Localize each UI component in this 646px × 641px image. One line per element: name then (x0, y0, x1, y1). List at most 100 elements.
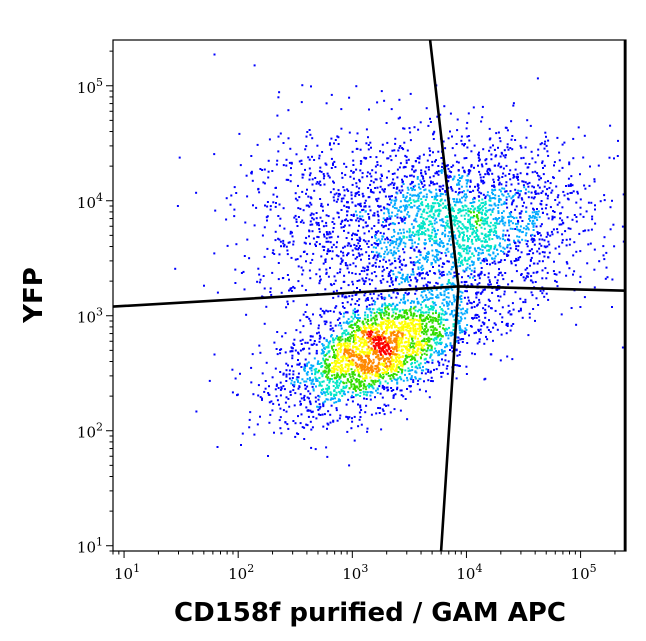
data-point (420, 272, 423, 275)
data-point (409, 236, 412, 239)
data-point (511, 148, 514, 151)
data-point (291, 357, 294, 360)
data-point (535, 210, 538, 213)
data-point (343, 224, 346, 227)
data-point (376, 255, 379, 258)
data-point (392, 323, 395, 325)
data-point (484, 308, 487, 311)
data-point (489, 169, 492, 172)
data-point (531, 157, 534, 160)
data-point (569, 192, 572, 194)
data-point (524, 301, 527, 304)
data-point (391, 314, 394, 317)
data-point (288, 289, 290, 292)
data-point (497, 261, 500, 264)
data-point (486, 338, 489, 341)
data-point (297, 351, 299, 354)
data-point (435, 317, 438, 320)
data-point (341, 394, 344, 397)
data-point (297, 216, 300, 218)
data-point (428, 339, 431, 342)
data-point (474, 231, 477, 234)
data-point (299, 422, 302, 425)
data-point (322, 209, 324, 212)
data-point (444, 310, 447, 313)
data-point (460, 261, 462, 264)
data-point (282, 239, 285, 242)
data-point (532, 197, 535, 200)
data-point (361, 172, 364, 175)
data-point (565, 261, 568, 264)
data-point (419, 273, 421, 276)
data-point (418, 223, 421, 226)
data-point (347, 391, 350, 394)
data-point (398, 98, 401, 101)
data-point (532, 214, 535, 217)
data-point (461, 263, 464, 266)
data-point (405, 326, 407, 328)
data-point (378, 265, 381, 268)
data-point (278, 419, 281, 422)
data-point (416, 229, 419, 232)
data-point (515, 247, 518, 250)
data-point (315, 349, 318, 352)
data-point (351, 380, 353, 383)
data-point (447, 260, 450, 263)
data-point (305, 204, 308, 207)
data-point (294, 422, 297, 425)
data-point (340, 226, 343, 229)
data-point (407, 188, 410, 191)
data-point (485, 162, 488, 165)
data-point (369, 398, 372, 401)
data-point (377, 294, 380, 297)
data-point (383, 388, 386, 391)
data-point (352, 330, 355, 332)
data-point (416, 350, 419, 353)
data-point (340, 366, 343, 369)
data-point (502, 246, 505, 249)
data-point (448, 231, 451, 233)
data-point (393, 408, 396, 411)
data-point (480, 217, 483, 220)
data-point (378, 252, 381, 255)
data-point (359, 404, 362, 407)
data-point (492, 207, 495, 210)
data-point (489, 233, 492, 236)
data-point (417, 250, 420, 253)
data-point (487, 216, 489, 219)
data-point (327, 346, 330, 349)
data-point (384, 188, 386, 191)
data-point (567, 227, 570, 230)
data-point (455, 215, 458, 218)
data-point (463, 332, 466, 335)
data-point (327, 365, 330, 368)
data-point (423, 258, 426, 261)
data-point (285, 396, 288, 399)
data-point (329, 377, 332, 380)
data-point (459, 264, 462, 267)
data-point (436, 253, 438, 256)
data-point (511, 135, 514, 137)
data-point (484, 238, 487, 241)
data-point (422, 220, 424, 223)
data-point (503, 252, 506, 255)
data-point (599, 200, 602, 203)
data-point (357, 425, 360, 428)
data-point (312, 237, 315, 240)
data-point (418, 318, 421, 321)
data-point (361, 253, 364, 256)
data-point (429, 281, 431, 284)
data-point (287, 137, 290, 140)
data-point (327, 351, 330, 354)
data-point (451, 350, 454, 353)
data-point (548, 186, 551, 189)
data-point (258, 281, 261, 284)
data-point (504, 190, 507, 193)
data-point (426, 159, 429, 162)
data-point (522, 156, 525, 159)
data-point (480, 163, 483, 166)
data-point (425, 166, 428, 169)
data-point (514, 264, 517, 267)
data-point (273, 431, 275, 434)
data-point (510, 262, 513, 265)
